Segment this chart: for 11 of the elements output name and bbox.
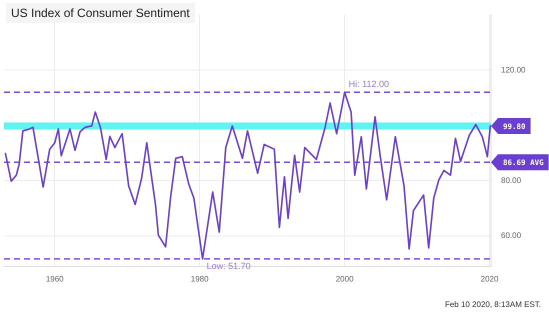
x-tick-label: 2000 [336,274,354,284]
y-tick-label: 120.00 [501,65,526,74]
y-tick-label: 80.00 [501,176,522,185]
annotation: Low: 51.70 [206,260,251,271]
x-tick-label: 2020 [480,274,499,284]
annotation: Hi: 112.00 [348,79,389,90]
text: Feb 10 2020, 8:13AM EST. [444,300,541,309]
y-tick-label: 60.00 [501,231,522,240]
x-tick-label: 1980 [190,274,210,284]
chart-title: US Index of Consumer Sentiment [6,3,195,23]
x-tick-label: 1960 [46,274,64,284]
